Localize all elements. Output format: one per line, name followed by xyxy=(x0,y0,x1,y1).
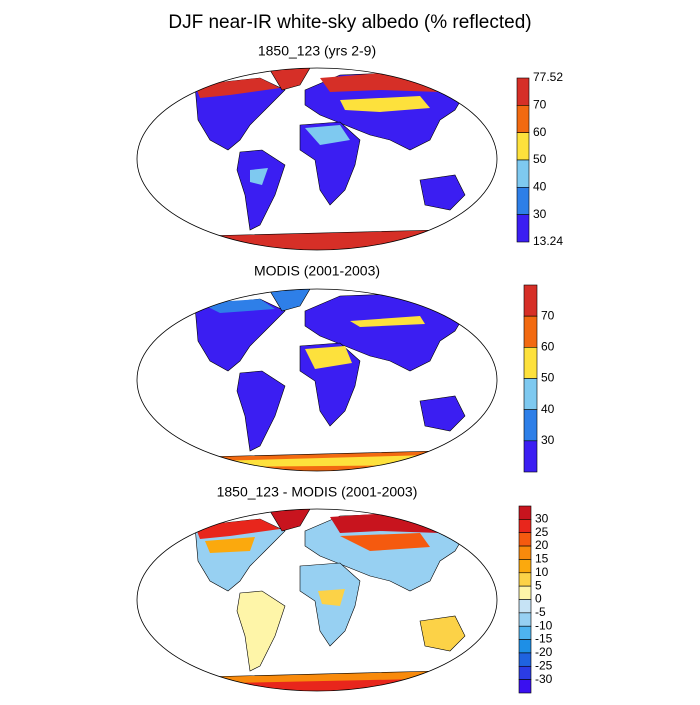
colorbar-box xyxy=(518,612,532,627)
colorbar-label: 30 xyxy=(535,512,549,526)
colorbar-box xyxy=(518,505,532,520)
panel-title: 1850_123 - MODIS (2001-2003) xyxy=(217,484,418,500)
colorbar-box xyxy=(518,639,532,654)
colorbar-box xyxy=(518,532,532,547)
map-panel: MODIS (2001-2003) 70 60 50 40 30 xyxy=(136,263,555,473)
colorbar-label: 77.52 xyxy=(533,70,563,84)
colorbar: 70 60 50 40 30 xyxy=(523,284,555,473)
colorbar-label: -15 xyxy=(535,632,553,646)
colorbar-label: 40 xyxy=(533,180,547,194)
map-panel: 1850_123 - MODIS (2001-2003) 30252015105… xyxy=(136,484,553,694)
colorbar-label: 30 xyxy=(541,433,555,447)
panel-title: MODIS (2001-2003) xyxy=(254,263,380,279)
colorbar-box xyxy=(516,187,530,215)
colorbar-label: 0 xyxy=(535,592,542,606)
map xyxy=(189,68,471,250)
colorbar-label: -5 xyxy=(535,605,546,619)
colorbar-box xyxy=(518,652,532,667)
colorbar-box xyxy=(523,378,538,410)
colorbar-box xyxy=(523,347,538,379)
colorbar-box xyxy=(516,132,530,161)
colorbar-box xyxy=(516,77,530,106)
panel-title: 1850_123 (yrs 2-9) xyxy=(258,43,376,59)
colorbar-box xyxy=(518,559,532,574)
map-panel: 1850_123 (yrs 2-9) 77.52 70 60 50 40 30 13.24 xyxy=(136,43,563,251)
colorbar-label: 70 xyxy=(533,98,547,112)
colorbar-box xyxy=(518,679,532,694)
colorbar-box xyxy=(523,284,538,317)
map xyxy=(189,289,471,471)
colorbar-label: 20 xyxy=(535,538,549,552)
colorbar-label: 30 xyxy=(533,207,547,221)
colorbar-label: -25 xyxy=(535,658,553,672)
colorbar-label: -20 xyxy=(535,645,553,659)
map xyxy=(189,509,471,691)
colorbar-box xyxy=(523,315,538,348)
colorbar-label: 13.24 xyxy=(533,234,563,248)
colorbar-box xyxy=(518,625,532,640)
colorbar-box xyxy=(523,409,538,442)
colorbar-label: 70 xyxy=(541,308,555,322)
colorbar-label: 25 xyxy=(535,525,549,539)
colorbar-label: 40 xyxy=(541,402,555,416)
colorbar-box xyxy=(516,159,530,188)
colorbar-label: -10 xyxy=(535,618,553,632)
colorbar-box xyxy=(518,665,532,680)
colorbar-box xyxy=(516,105,530,133)
colorbar-label: 50 xyxy=(541,371,555,385)
colorbar: 77.52 70 60 50 40 30 13.24 xyxy=(516,70,563,248)
colorbar-label: 60 xyxy=(541,340,555,354)
colorbar-label: 15 xyxy=(535,552,549,566)
colorbar-label: 5 xyxy=(535,578,542,592)
figure-title: DJF near-IR white-sky albedo (% reflecte… xyxy=(168,12,531,33)
colorbar-label: 50 xyxy=(533,152,547,166)
colorbar-box xyxy=(518,572,532,587)
colorbar-box xyxy=(516,214,530,243)
colorbar-box xyxy=(523,440,538,473)
colorbar-box xyxy=(518,545,532,560)
colorbar-label: 10 xyxy=(535,565,549,579)
colorbar-box xyxy=(518,599,532,614)
colorbar-label: 60 xyxy=(533,125,547,139)
colorbar-label: -30 xyxy=(535,672,553,686)
colorbar-box xyxy=(518,585,532,600)
colorbar-box xyxy=(518,519,532,534)
